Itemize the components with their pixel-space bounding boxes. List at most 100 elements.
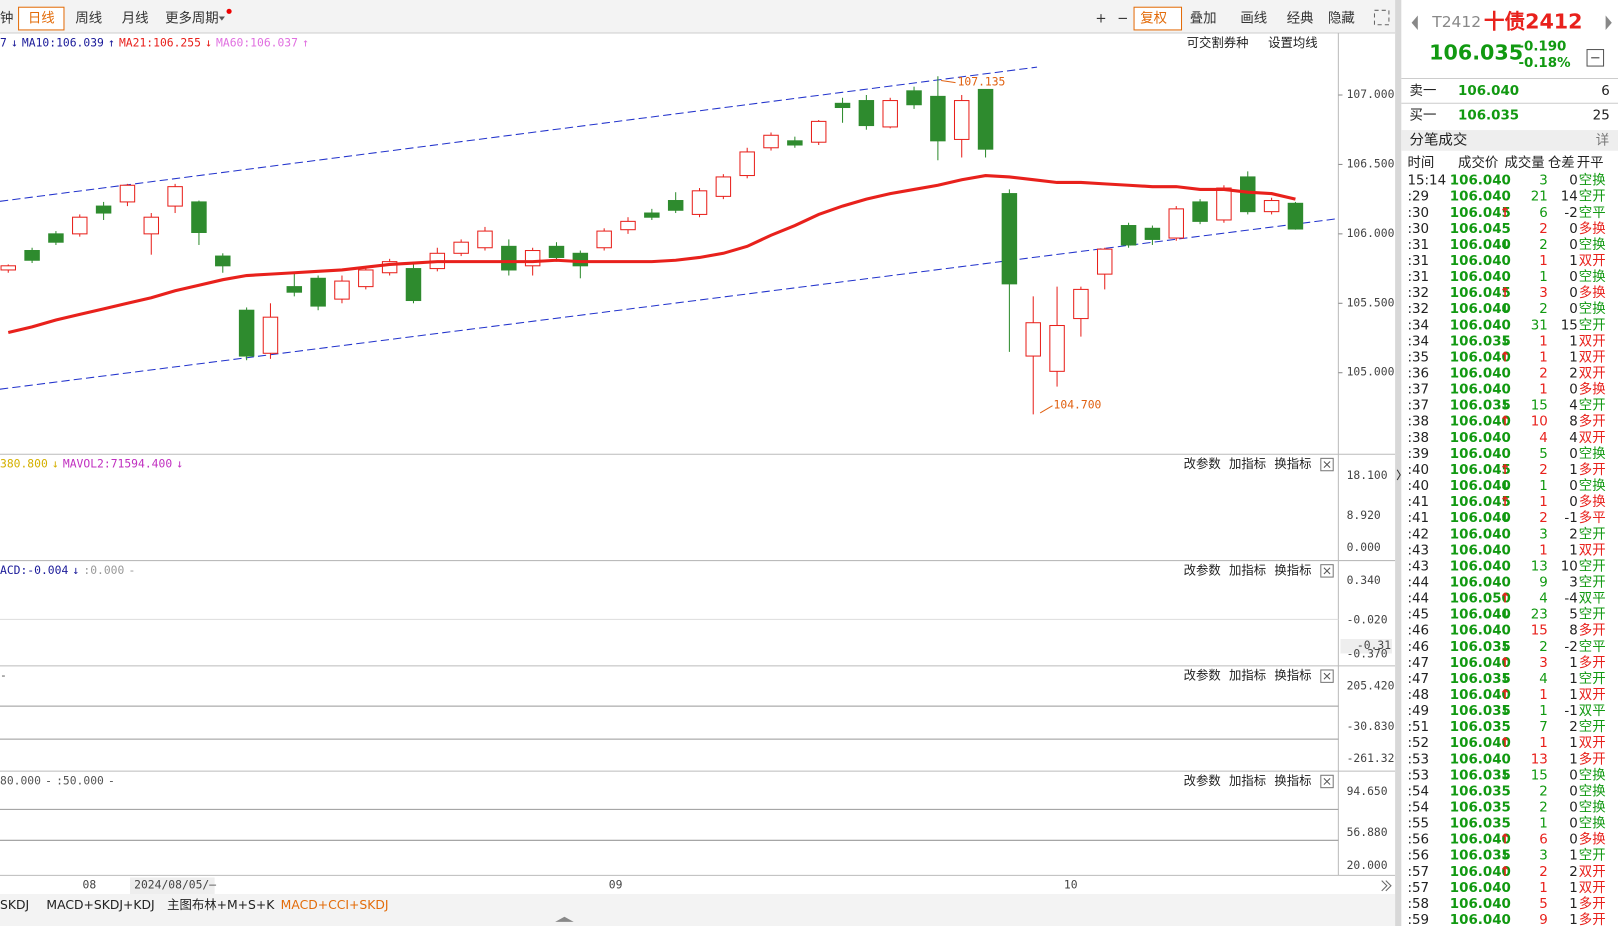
candle-body — [667, 200, 684, 211]
trade-arrow: ↓ — [1499, 479, 1510, 494]
ma-label: ↓ — [205, 35, 212, 49]
trade-time: :52 — [1407, 736, 1429, 751]
prev-icon[interactable] — [1411, 15, 1418, 30]
fullscreen-icon[interactable] — [1373, 9, 1390, 26]
date-label: 2024/08/05/— — [134, 878, 216, 892]
date-label: 08 — [83, 878, 97, 892]
tool-button[interactable]: 画线 — [1240, 11, 1267, 27]
trade-volume: 1 — [1539, 270, 1548, 285]
trade-time: :58 — [1407, 897, 1429, 912]
trade-volume: 2 — [1539, 801, 1548, 816]
tool-active[interactable] — [1133, 6, 1183, 31]
bottom-tab[interactable]: MACD+SKDJ+KDJ — [46, 898, 154, 912]
bottom-bar — [0, 893, 1396, 926]
trade-volume: 1 — [1539, 817, 1548, 832]
trade-time: :46 — [1407, 640, 1429, 655]
tool-button[interactable]: + — [1095, 12, 1106, 27]
trade-volume: 9 — [1539, 913, 1548, 926]
trade-arrow: ↑ — [1499, 656, 1510, 671]
ticks-title: 分笔成交 — [1410, 130, 1468, 148]
tool-button[interactable]: 经典 — [1287, 11, 1314, 27]
annotation: 107.135 — [958, 75, 1006, 89]
trade-volume: 1 — [1539, 736, 1548, 751]
trade-time: :51 — [1407, 720, 1429, 735]
collapse-icon[interactable] — [555, 916, 574, 922]
splitter[interactable] — [1395, 0, 1402, 926]
column-header: 成交量 — [1504, 154, 1544, 171]
trade-type: 多开 — [1579, 911, 1606, 926]
panel-button[interactable]: 换指标 — [1274, 562, 1311, 577]
panel-button[interactable]: 改参数 — [1184, 562, 1222, 577]
next-icon[interactable] — [1605, 15, 1612, 30]
candle-body — [1240, 176, 1256, 213]
panel-axis-label: 0.000 — [1347, 540, 1381, 554]
trade-volume: 1 — [1539, 704, 1548, 719]
trade-oi-change: 2 — [1569, 527, 1578, 542]
panel-button[interactable]: 改参数 — [1184, 456, 1222, 471]
trade-time: :39 — [1407, 447, 1429, 462]
tool-button[interactable]: 复权 — [1140, 10, 1167, 27]
trade-time: :56 — [1407, 849, 1429, 864]
tool-button[interactable]: 隐藏 — [1328, 11, 1355, 27]
trade-price: 106.045 — [1450, 222, 1511, 237]
trade-time: :30 — [1407, 206, 1429, 221]
trade-volume: 1 — [1539, 688, 1548, 703]
panel-button[interactable]: 换指标 — [1274, 456, 1311, 471]
trade-arrow: ↑ — [1499, 463, 1510, 478]
trade-price: 106.040 — [1450, 350, 1511, 365]
panel-button[interactable]: 换指标 — [1274, 668, 1311, 683]
candle-body — [930, 95, 946, 142]
trade-oi-change: -1 — [1564, 704, 1577, 719]
scroll-icon[interactable] — [1381, 880, 1392, 892]
y-tick-label: 106.500 — [1347, 156, 1395, 170]
trade-type: 空换 — [1579, 478, 1606, 494]
tab[interactable]: 月线 — [122, 11, 149, 27]
candle-body — [405, 268, 422, 302]
trade-volume: 2 — [1539, 511, 1548, 526]
date-cursor-box — [130, 877, 215, 894]
detail-button[interactable]: 详 — [1596, 132, 1609, 148]
tab[interactable]: 钟 — [0, 10, 13, 27]
candle-body — [238, 309, 255, 357]
tab-active[interactable] — [18, 6, 65, 31]
panel-button[interactable]: 加指标 — [1229, 773, 1266, 788]
trade-volume: 7 — [1539, 720, 1548, 735]
panel-button[interactable]: 改参数 — [1184, 668, 1222, 683]
candle-body — [477, 230, 493, 249]
tab[interactable]: 周线 — [75, 11, 102, 27]
trade-price: 106.040 — [1450, 511, 1511, 526]
trade-price: 106.040 — [1450, 865, 1511, 880]
header-button[interactable]: 可交割券种 — [1187, 35, 1249, 50]
panel-button[interactable]: 加指标 — [1229, 562, 1266, 577]
candle-body — [834, 102, 851, 109]
trade-time: :29 — [1407, 190, 1429, 205]
bottom-tab[interactable]: 主图布林+M+S+K — [167, 898, 275, 912]
panel-button[interactable]: 加指标 — [1229, 668, 1266, 683]
trade-volume: 2 — [1539, 222, 1548, 237]
tool-button[interactable]: − — [1117, 12, 1128, 27]
trade-type: 双开 — [1579, 334, 1606, 349]
panel-button[interactable]: 改参数 — [1184, 773, 1222, 788]
tool-button[interactable]: 叠加 — [1190, 11, 1217, 27]
splitter-arrow[interactable] — [1396, 469, 1401, 481]
tab[interactable]: 更多周期 — [165, 10, 219, 27]
trade-price: 106.045 — [1450, 206, 1511, 221]
bottom-tab[interactable]: MACD+CCI+SKDJ — [281, 898, 389, 912]
candle-body — [977, 88, 994, 150]
trade-type: 多换 — [1579, 284, 1606, 301]
trade-volume: 4 — [1539, 592, 1548, 607]
ask-label: 卖一 — [1410, 83, 1437, 99]
header-button[interactable]: 设置均线 — [1268, 35, 1318, 50]
panel-button[interactable]: 换指标 — [1274, 773, 1311, 788]
trade-oi-change: 4 — [1569, 431, 1578, 446]
panel-button[interactable]: 加指标 — [1229, 456, 1266, 471]
trade-price: 106.040 — [1450, 174, 1511, 189]
tab[interactable]: 日线 — [28, 11, 55, 27]
bottom-tab[interactable]: SKDJ — [0, 898, 29, 912]
panel-axis-label: 56.880 — [1347, 825, 1388, 839]
trade-type: 双开 — [1579, 367, 1606, 382]
panel-axis-label: -30.830 — [1347, 719, 1395, 733]
trade-arrow: ↓ — [1499, 640, 1510, 655]
quote-change-pct: -0.18% — [1518, 56, 1570, 71]
